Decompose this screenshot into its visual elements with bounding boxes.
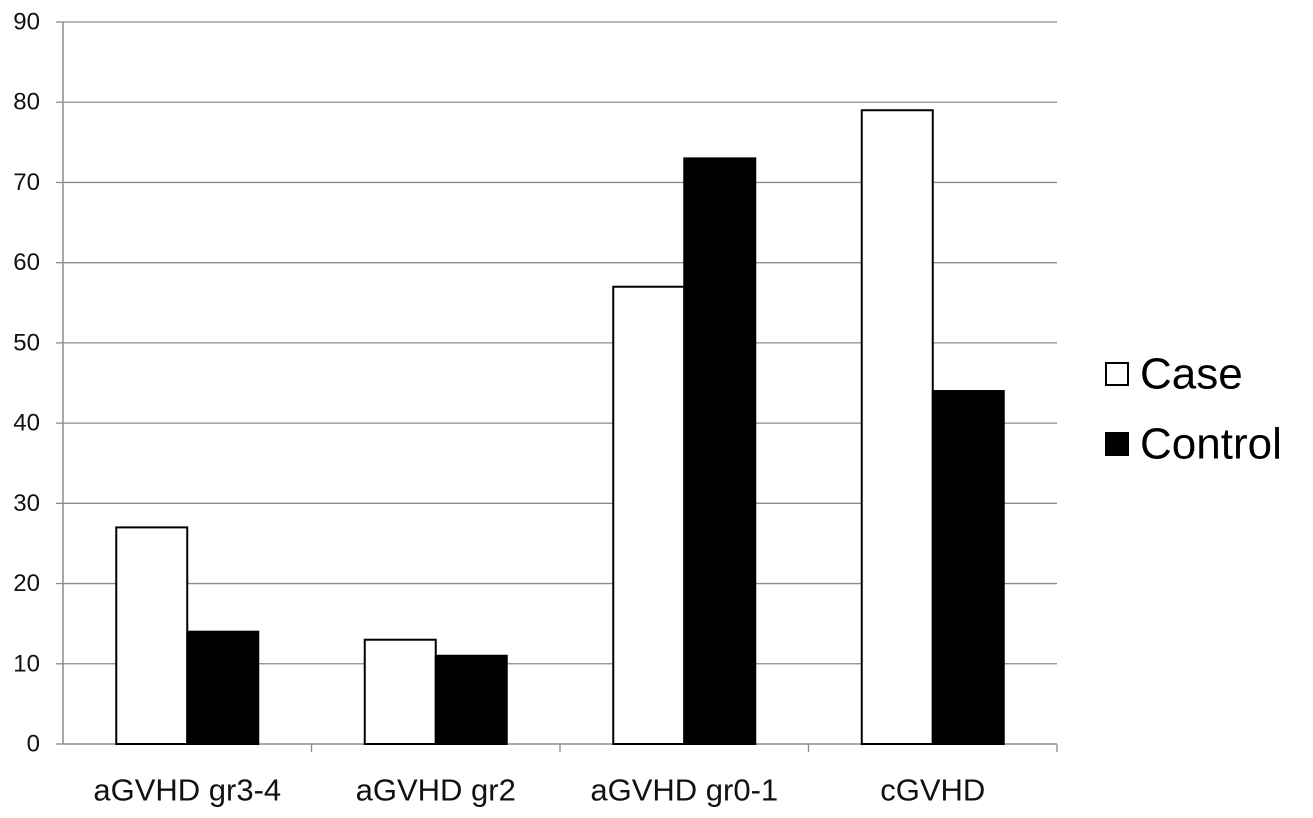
bar-control-2 [683,157,757,745]
y-tick-label: 80 [13,89,40,116]
y-tick-label: 70 [13,169,40,196]
x-tick-label: aGVHD gr3-4 [93,773,281,808]
x-tick-label: aGVHD gr0-1 [590,773,778,808]
legend-label-control: Control [1140,420,1282,469]
y-tick-label: 60 [13,249,40,276]
y-tick-label: 90 [13,9,40,36]
bar-control-3 [931,390,1005,745]
x-tick-label: aGVHD gr2 [356,773,516,808]
y-tick-label: 50 [13,329,40,356]
legend-swatch-control [1105,432,1129,456]
legend: Case Control [1105,350,1282,469]
legend-swatch-case [1105,362,1129,386]
y-tick-label: 0 [27,731,40,758]
gridlines [63,21,1057,665]
y-tick-label: 40 [13,410,40,437]
bar-case-2 [612,285,686,745]
y-tick-label: 30 [13,490,40,517]
bar-case-0 [115,526,189,746]
x-tick-label: cGVHD [880,773,985,808]
bar-control-1 [434,654,508,745]
bar-control-0 [186,630,260,746]
bar-case-1 [363,638,437,746]
y-tick-label: 20 [13,570,40,597]
y-tick-labels: 0 10 20 30 40 50 60 70 80 90 [13,9,40,758]
legend-label-case: Case [1140,350,1243,399]
bars [115,109,1005,746]
y-tick-label: 10 [13,650,40,677]
x-tick-labels: aGVHD gr3-4 aGVHD gr2 aGVHD gr0-1 cGVHD [93,773,985,808]
bar-case-3 [860,109,934,745]
